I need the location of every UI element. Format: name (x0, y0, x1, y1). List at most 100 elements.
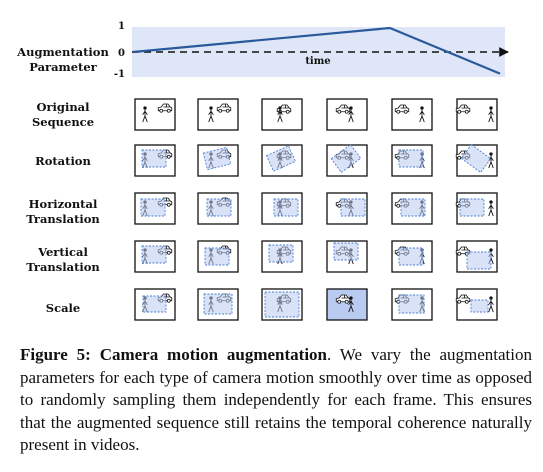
augmented-crop-box (340, 198, 366, 217)
augmented-crop-box (330, 143, 362, 174)
row-label-htrans-line-2: Translation (26, 212, 100, 226)
video-frame (134, 240, 176, 273)
row-label-original-line-2: Sequence (32, 115, 94, 129)
y-tick-label-neg1: -1 (114, 69, 125, 80)
video-frame (455, 240, 498, 273)
car-icon (335, 104, 351, 114)
row-label-vtrans-line-1: Vertical (37, 245, 88, 259)
video-frame (391, 240, 433, 273)
video-frame (134, 288, 176, 321)
augmented-crop-box (398, 149, 424, 168)
augmented-crop-box (273, 198, 299, 217)
augmented-crop-box (203, 293, 233, 315)
video-frame (197, 144, 239, 177)
car-icon (394, 104, 410, 114)
car-icon (157, 103, 173, 113)
person-icon (208, 106, 214, 123)
video-frame (391, 288, 433, 321)
video-frame (261, 192, 303, 225)
person-icon (488, 106, 494, 123)
figure-caption: Figure 5: Camera motion augmentation. We… (20, 344, 532, 457)
augmented-crop-box (400, 198, 426, 217)
frame-border (391, 98, 433, 131)
y-tick-label-0: 0 (118, 48, 125, 59)
frame-row-vtrans (134, 240, 498, 273)
augmented-crop-box (398, 294, 425, 314)
augmented-crop-box (470, 299, 489, 313)
person-icon (277, 106, 283, 123)
augmented-crop-box (204, 247, 230, 266)
time-axis-label: time (305, 56, 330, 67)
video-frame (197, 98, 239, 131)
augmented-crop-box (398, 247, 424, 266)
person-icon (348, 106, 354, 123)
frame-border (326, 288, 368, 321)
row-label-scale: Scale (46, 301, 80, 315)
video-frame (261, 240, 303, 273)
video-frame (391, 98, 433, 131)
row-label-vertical-translation: Vertical Translation (26, 245, 100, 274)
person-icon (488, 200, 494, 217)
augmented-crop-box (140, 198, 166, 217)
person-icon (348, 296, 354, 313)
video-frame (455, 288, 498, 321)
video-frame (391, 192, 433, 225)
video-frame (261, 288, 303, 321)
frame-border (456, 288, 498, 321)
video-frame (391, 144, 433, 177)
row-label-scale-line-1: Scale (46, 301, 80, 315)
frame-row-htrans (134, 192, 498, 225)
video-frame (326, 143, 368, 177)
chart-row-label-line-2: Parameter (29, 60, 97, 74)
person-icon (142, 106, 148, 123)
caption-label: Figure 5: (20, 345, 91, 364)
augmented-crop-box (141, 245, 167, 264)
video-frame (134, 192, 176, 225)
person-icon (419, 106, 425, 123)
row-label-rotation: Rotation (35, 154, 91, 168)
frame-row-rotation (134, 143, 498, 177)
row-label-horizontal-translation: Horizontal Translation (26, 197, 100, 226)
camera-motion-figure: Augmentation Parameter 1 0 -1 time Origi… (16, 21, 509, 321)
row-label-original-line-1: Original (36, 100, 90, 114)
person-icon (488, 296, 494, 313)
frame-row-scale (134, 288, 498, 321)
video-frame (326, 192, 368, 225)
caption-title: Camera motion augmentation (99, 345, 327, 364)
parameter-curve (132, 26, 501, 75)
augmented-crop-box (268, 244, 294, 263)
row-label-htrans-line-1: Horizontal (29, 197, 98, 211)
chart-row-label-line-1: Augmentation (16, 45, 109, 59)
car-icon (455, 104, 471, 114)
video-frame (455, 98, 498, 131)
video-frame (326, 288, 368, 321)
video-frame (326, 240, 368, 273)
augmented-crop-box (466, 251, 492, 270)
video-frame (326, 98, 368, 131)
augmented-crop-box (206, 198, 232, 217)
augmented-crop-box (141, 149, 167, 168)
row-label-rotation-line-1: Rotation (35, 154, 91, 168)
video-frame (197, 288, 239, 321)
frame-border (326, 98, 368, 131)
video-frame (197, 192, 239, 225)
frame-border (134, 98, 176, 131)
video-frame (134, 144, 176, 177)
frame-row-original (134, 98, 498, 131)
augmented-crop-box (459, 198, 485, 217)
frame-border (456, 98, 498, 131)
video-frame (455, 143, 498, 177)
y-tick-label-1: 1 (118, 21, 125, 32)
car-icon (216, 103, 232, 113)
video-frame (261, 98, 303, 131)
video-frame (134, 98, 176, 131)
video-frame (455, 192, 498, 225)
car-icon (455, 294, 471, 304)
augmented-crop-box (142, 295, 167, 313)
video-frame (197, 240, 239, 273)
augmented-crop-box (265, 145, 297, 172)
augmented-crop-box (333, 242, 359, 261)
car-icon (335, 294, 351, 304)
row-label-vtrans-line-2: Translation (26, 260, 100, 274)
video-frame (261, 144, 303, 177)
